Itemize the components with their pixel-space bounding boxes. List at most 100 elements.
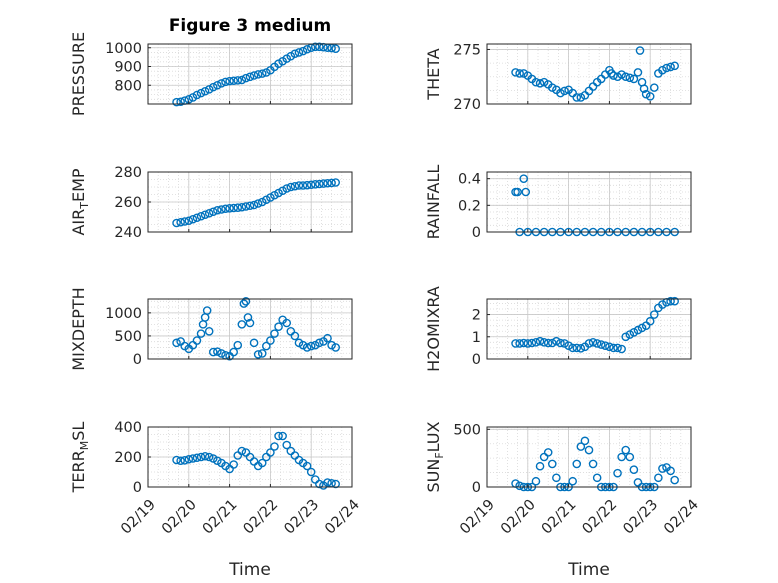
- data-point: [200, 86, 210, 96]
- y-tick-label: 280: [114, 165, 142, 181]
- data-point: [245, 72, 255, 82]
- data-point: [564, 341, 573, 350]
- axes-box: [147, 43, 353, 105]
- data-point: [282, 318, 292, 328]
- data-point: [229, 203, 238, 213]
- data-point: [204, 452, 214, 462]
- data-point: [543, 448, 553, 457]
- data-point: [298, 181, 308, 190]
- data-point: [568, 476, 577, 486]
- data-point: [670, 61, 679, 71]
- data-point: [225, 76, 234, 86]
- data-point: [172, 338, 181, 348]
- data-point: [515, 481, 524, 491]
- subplot-8: 0 500 02/19 02/20 02/21 02/22 02/23 02/24 Time SU…: [424, 421, 702, 580]
- y-tick-label: 2: [472, 308, 481, 324]
- data-point: [274, 322, 283, 331]
- x-tick-label: 02/22: [580, 497, 621, 538]
- data-point: [243, 313, 253, 322]
- data-point: [670, 296, 679, 306]
- data-point: [572, 343, 582, 353]
- data-point: [635, 46, 645, 55]
- y-tick-label: 400: [114, 420, 142, 436]
- data-point: [266, 336, 275, 345]
- data-point: [262, 341, 271, 351]
- data-point: [572, 93, 582, 102]
- data-point: [241, 297, 251, 306]
- x-tick-label: 02/19: [457, 497, 498, 538]
- data-point: [327, 178, 336, 188]
- data-point: [576, 93, 586, 102]
- data-point: [531, 476, 541, 486]
- data-point: [645, 316, 655, 326]
- data-point: [245, 318, 255, 328]
- subplot-5: 0 500 1000 MIXDEPTH: [69, 287, 353, 371]
- data-point: [294, 48, 304, 57]
- data-point: [184, 454, 194, 464]
- data-point: [658, 300, 667, 309]
- data-point: [613, 72, 622, 82]
- data-point: [580, 436, 590, 446]
- data-point: [576, 442, 586, 451]
- data-point: [511, 68, 520, 77]
- data-point: [543, 338, 553, 348]
- data-point: [217, 349, 226, 358]
- data-point: [535, 461, 545, 471]
- data-point: [221, 77, 230, 87]
- data-point: [535, 336, 545, 346]
- data-point: [208, 82, 218, 92]
- y-axis-label: H2OMIXRA: [424, 286, 443, 372]
- data-point: [315, 42, 324, 52]
- axes-box: [486, 298, 692, 360]
- data-point: [625, 330, 635, 339]
- data-point: [200, 210, 210, 220]
- data-point: [274, 431, 283, 441]
- data-point: [278, 431, 287, 441]
- y-axis-label: THETA: [424, 48, 443, 100]
- data-point: [323, 178, 332, 188]
- data-point: [290, 181, 300, 191]
- data-point: [196, 88, 206, 98]
- data-point: [662, 63, 671, 73]
- data-point: [568, 343, 577, 353]
- data-point: [601, 341, 610, 350]
- data-point: [519, 69, 529, 78]
- data-point: [229, 76, 238, 86]
- data-point: [547, 83, 557, 92]
- y-axis-label: SUNFLUX: [424, 421, 446, 492]
- data-point: [521, 187, 531, 197]
- data-point: [315, 479, 324, 489]
- data-point: [666, 62, 675, 72]
- data-point: [229, 347, 238, 357]
- data-point: [192, 90, 202, 100]
- data-point: [270, 442, 279, 451]
- data-point: [302, 461, 312, 471]
- data-point: [229, 460, 238, 469]
- data-point: [306, 180, 316, 190]
- data-point: [286, 182, 296, 192]
- data-point: [331, 343, 340, 352]
- data-point: [584, 339, 594, 348]
- data-point: [515, 69, 524, 78]
- y-tick-label: 0: [472, 480, 481, 496]
- data-point: [523, 339, 533, 348]
- data-point: [204, 327, 214, 336]
- data-point: [331, 44, 340, 53]
- data-point: [588, 459, 598, 469]
- data-point: [176, 456, 185, 466]
- data-point: [200, 451, 210, 461]
- data-point: [658, 65, 667, 75]
- data-point: [237, 202, 247, 212]
- data-point: [282, 184, 292, 193]
- data-point: [217, 79, 226, 88]
- data-point: [621, 445, 631, 455]
- data-point: [208, 347, 218, 357]
- subplot-7: 0 200 400 02/19 02/20 02/21 02/22 02/23 02/24 Tim…: [69, 420, 363, 580]
- y-axis-label: AIRTEMP: [69, 168, 91, 235]
- subplot-2: 270 275 THETA: [424, 42, 692, 113]
- data-point: [531, 77, 541, 87]
- data-point: [649, 83, 659, 92]
- data-point: [666, 466, 675, 476]
- data-point: [253, 199, 263, 208]
